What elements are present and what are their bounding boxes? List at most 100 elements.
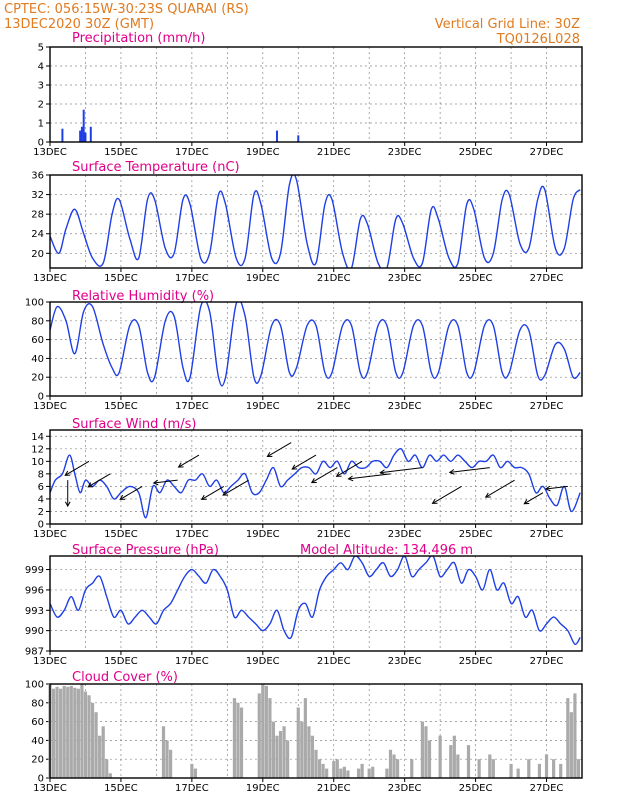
humidity-xtick-label: 19DEC xyxy=(246,401,280,412)
cloud-bar xyxy=(108,773,112,778)
cloud-bar xyxy=(424,726,428,778)
pressure-xtick-label: 17DEC xyxy=(175,656,209,667)
wind-xtick-label: 15DEC xyxy=(104,529,138,540)
wind-arrow-head xyxy=(152,479,159,486)
humidity-xtick-label: 17DEC xyxy=(175,401,209,412)
precip-ytick-label: 1 xyxy=(38,119,44,130)
cloud-bar xyxy=(80,684,84,778)
pressure-ytick-label: 993 xyxy=(25,606,44,617)
wind-xtick-label: 17DEC xyxy=(175,529,209,540)
wind-arrow-head xyxy=(119,494,126,500)
precip-bar xyxy=(297,135,300,142)
cloud-bar xyxy=(307,726,311,778)
precip-panel: Precipitation (mm/h) 0 1 2 3 4 5 13DEC 15DEC 17DE… xyxy=(33,31,583,158)
humidity-ytick-label: 60 xyxy=(31,335,44,346)
cloud-xtick-label: 27DEC xyxy=(530,783,564,794)
temperature-title: Surface Temperature (nC) xyxy=(72,160,240,175)
precip-title: Precipitation (mm/h) xyxy=(72,31,205,46)
cloud-frame xyxy=(49,683,583,779)
wind-ytick-label: 6 xyxy=(38,482,44,493)
cloud-xtick-label: 15DEC xyxy=(104,783,138,794)
humidity-panel: Relative Humidity (%) 0 20 40 60 80 100 13DEC 15… xyxy=(25,289,583,412)
cloud-bar xyxy=(339,768,343,778)
cloud-bar xyxy=(559,763,563,778)
cloud-bar xyxy=(392,754,396,778)
cloud-bar xyxy=(69,685,73,778)
cloud-title: Cloud Cover (%) xyxy=(72,670,178,685)
cloud-bar xyxy=(438,735,442,778)
precip-xtick-label: 27DEC xyxy=(530,147,564,158)
temperature-ytick-label: 20 xyxy=(31,249,44,260)
wind-arrow-head xyxy=(379,469,386,475)
temperature-panel: Surface Temperature (nC) 20 24 28 32 36 13DEC 1… xyxy=(31,160,583,284)
cloud-bar xyxy=(165,740,169,778)
pressure-series-line xyxy=(50,556,581,645)
cloud-bar xyxy=(282,726,286,778)
cloud-ytick-label: 20 xyxy=(31,755,44,766)
cloud-bar xyxy=(76,688,80,778)
cloud-bar xyxy=(268,698,272,778)
precip-bar xyxy=(275,130,278,142)
cloud-bar xyxy=(516,768,520,778)
wind-arrow-shaft xyxy=(348,473,391,480)
cloud-bar xyxy=(544,754,549,778)
cloud-bar xyxy=(300,721,304,778)
cloud-bar xyxy=(449,745,453,778)
wind-arrow-shaft xyxy=(545,485,568,490)
wind-ytick-label: 8 xyxy=(38,469,44,480)
cloud-bar xyxy=(317,759,322,778)
cloud-xtick-label: 21DEC xyxy=(317,783,351,794)
cloud-bar xyxy=(410,759,414,778)
cloud-ytick-label: 40 xyxy=(31,736,44,747)
temperature-xtick-label: 19DEC xyxy=(246,273,280,284)
precip-ytick-label: 2 xyxy=(38,100,44,111)
temperature-frame xyxy=(49,174,583,269)
precip-bar xyxy=(61,128,64,142)
wind-arrow-shaft xyxy=(311,467,338,484)
cloud-bar xyxy=(101,726,105,778)
cloud-bar xyxy=(271,721,276,778)
wind-xtick-label: 25DEC xyxy=(459,529,493,540)
cloud-bar xyxy=(168,749,173,778)
pressure-xtick-label: 15DEC xyxy=(104,656,138,667)
cloud-bar xyxy=(395,759,400,778)
cloud-bar xyxy=(105,759,109,778)
precip-bar xyxy=(89,126,92,142)
wind-arrow-shaft xyxy=(267,442,292,457)
pressure-annotation: Model Altitude: 134.496 m xyxy=(300,543,473,558)
cloud-ytick-label: 80 xyxy=(31,698,44,709)
wind-arrow-shaft xyxy=(449,467,490,473)
cloud-bar xyxy=(296,707,300,778)
cloud-bar xyxy=(367,768,371,778)
cloud-bar xyxy=(98,735,102,778)
cloud-bar xyxy=(576,759,581,778)
precip-ytick-label: 5 xyxy=(38,43,44,54)
wind-arrow-head xyxy=(64,501,71,508)
cloud-bar xyxy=(466,745,471,778)
pressure-xtick-label: 25DEC xyxy=(459,656,493,667)
cloud-bar xyxy=(371,766,375,778)
humidity-ytick-label: 0 xyxy=(38,392,44,403)
wind-arrow-head xyxy=(544,485,551,492)
wind-arrow-head xyxy=(87,482,94,488)
cloud-bar xyxy=(239,707,244,778)
temperature-ytick-label: 32 xyxy=(31,190,44,201)
cloud-bar xyxy=(261,684,265,778)
wind-arrow-shaft xyxy=(64,460,90,476)
wind-ytick-label: 14 xyxy=(31,432,44,443)
cloud-bar xyxy=(342,766,346,778)
humidity-title: Relative Humidity (%) xyxy=(72,289,214,304)
wind-arrow-head xyxy=(431,498,438,504)
cloud-bar xyxy=(456,754,460,778)
cloud-bar xyxy=(193,768,198,778)
cloud-bar xyxy=(83,691,88,778)
temperature-ytick-label: 36 xyxy=(31,171,44,182)
precip-ytick-label: 3 xyxy=(38,81,44,92)
cloud-bar xyxy=(509,763,513,778)
wind-ytick-label: 2 xyxy=(38,507,44,518)
humidity-ytick-label: 40 xyxy=(31,354,44,365)
wind-arrow-shaft xyxy=(119,485,143,500)
cloud-bar xyxy=(257,693,261,778)
precip-ytick-label: 4 xyxy=(38,62,44,73)
wind-arrow-head xyxy=(64,470,71,476)
